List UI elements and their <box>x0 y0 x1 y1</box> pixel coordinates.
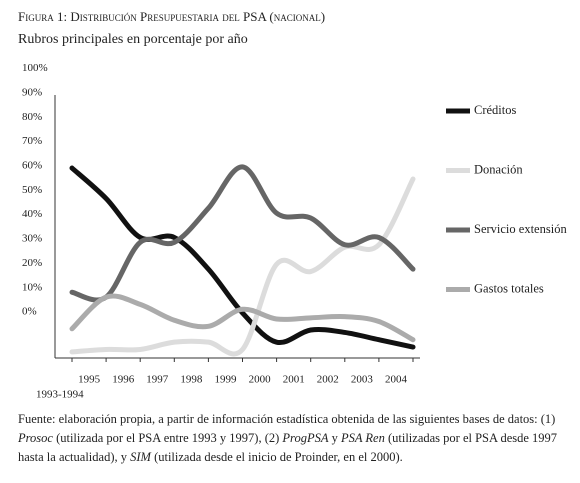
legend-label: Donación <box>474 162 523 176</box>
x-tick-label: 1997 <box>146 374 169 386</box>
legend-label: Créditos <box>474 103 516 117</box>
y-tick-label: 50% <box>22 184 42 196</box>
x-tick-label: 1993-1994 <box>36 389 84 401</box>
x-tick-label: 2004 <box>385 374 408 386</box>
x-tick-label: 1999 <box>215 374 238 386</box>
note-text: Fuente: elaboración propia, a partir de … <box>18 412 556 426</box>
x-tick-label: 1998 <box>180 374 203 386</box>
x-tick-label: 2001 <box>283 374 305 386</box>
x-tick-label: 2000 <box>249 374 272 386</box>
note-text: (utilizadas por el PSA desde 1997 hasta … <box>18 431 558 464</box>
series-line <box>69 165 416 350</box>
y-tick-label: 100% <box>22 62 48 74</box>
note-text: y <box>328 431 341 445</box>
chart: Figura 1: Distribución Presupuestaria de… <box>18 9 567 401</box>
chart-title: Figura 1: Distribución Presupuestaria de… <box>18 9 325 24</box>
note-text: (utilizada desde el inicio de Proinder, … <box>150 450 403 464</box>
y-tick-label: 30% <box>22 233 42 245</box>
series-line <box>69 293 416 343</box>
y-tick-label: 60% <box>22 160 42 172</box>
legend-label: Gastos totales <box>474 281 544 295</box>
note-text: Prosoc <box>18 431 53 445</box>
x-tick-label: 1995 <box>78 374 101 386</box>
x-tick-label: 2002 <box>317 374 339 386</box>
legend-label: Servicio extensión <box>474 222 567 236</box>
source-note: Fuente: elaboración propia, a partir de … <box>18 410 570 467</box>
series-line <box>69 176 416 357</box>
y-tick-label: 20% <box>22 257 42 269</box>
y-tick-label: 0% <box>22 306 37 318</box>
note-text: PSA Ren <box>340 431 385 445</box>
note-text: (utilizada por el PSA entre 1993 y 1997)… <box>52 431 283 445</box>
series-line <box>69 164 416 303</box>
x-tick-label: 1996 <box>112 374 135 386</box>
y-tick-label: 40% <box>22 208 42 220</box>
chart-subtitle: Rubros principales en porcentaje por año <box>18 32 248 47</box>
y-tick-label: 90% <box>22 86 42 98</box>
y-tick-label: 10% <box>22 281 42 293</box>
note-text: ProgPSA <box>282 431 329 445</box>
x-tick-label: 2003 <box>351 374 374 386</box>
note-text: SIM <box>130 450 151 464</box>
y-tick-label: 80% <box>22 111 42 123</box>
y-tick-label: 70% <box>22 135 42 147</box>
